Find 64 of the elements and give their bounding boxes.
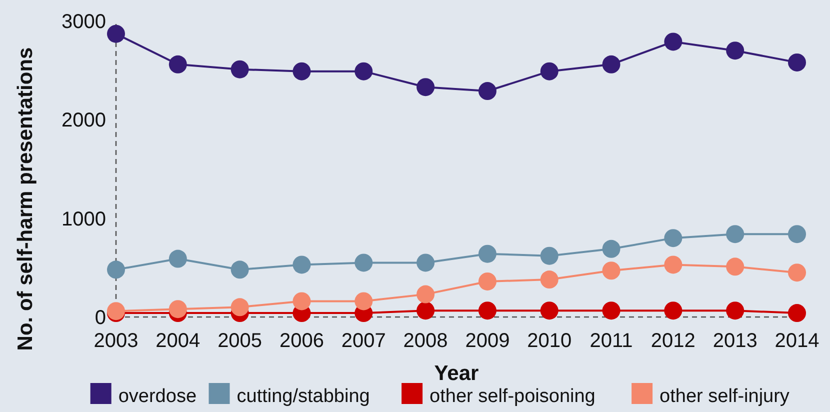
point [788,304,806,322]
y-tick-label: 0 [94,307,106,329]
point [540,246,558,265]
point [602,302,620,320]
point [540,302,558,320]
point [726,42,744,60]
legend-label: cutting/stabbing [236,386,370,407]
point [788,225,806,244]
x-tick-label: 2010 [527,330,572,352]
y-tick-label: 2000 [62,110,106,132]
point [788,53,806,72]
legend-label: other self-injury [660,386,790,407]
point [416,302,435,320]
point [602,240,620,258]
point [664,229,682,248]
point [602,262,620,280]
point [664,32,682,51]
point [354,292,373,310]
point [788,264,806,282]
x-tick-label: 2011 [590,330,633,352]
point [230,260,249,279]
legend-label: overdose [118,386,197,407]
point [726,302,744,320]
point [354,62,373,80]
point [107,24,125,43]
point [168,300,187,318]
point [416,254,435,272]
point [416,78,435,96]
point [292,62,311,80]
x-tick-label: 2007 [341,330,386,352]
point [354,254,373,272]
point [107,260,125,279]
x-axis-title: Year [434,362,479,385]
point [168,250,187,268]
legend-label: other self-poisoning [430,386,596,407]
x-tick-label: 2008 [403,330,448,352]
point [540,270,558,289]
x-tick-label: 2004 [156,330,200,352]
y-tick-label: 1000 [62,208,106,230]
point [478,82,496,100]
x-tick-label: 2014 [774,330,820,352]
x-tick-label: 2005 [218,330,262,352]
x-tick-label: 2013 [712,330,758,352]
point [602,55,620,74]
point [540,62,558,80]
point [726,258,744,276]
point [478,244,496,263]
y-axis-title: No. of self-harm presentations [14,47,37,351]
x-tick-label: 2012 [650,330,696,352]
x-tick-label: 2003 [94,330,138,352]
y-tick-label: 3000 [62,11,106,33]
x-tick-label: 2009 [465,330,510,352]
point [664,256,682,274]
point [478,272,496,290]
point [292,256,311,274]
point [726,225,744,244]
point [478,302,496,320]
point [292,292,311,310]
point [416,285,435,304]
x-tick-label: 2006 [279,330,324,352]
point [230,298,249,316]
point [230,60,249,78]
point [168,55,187,74]
point [664,302,682,320]
